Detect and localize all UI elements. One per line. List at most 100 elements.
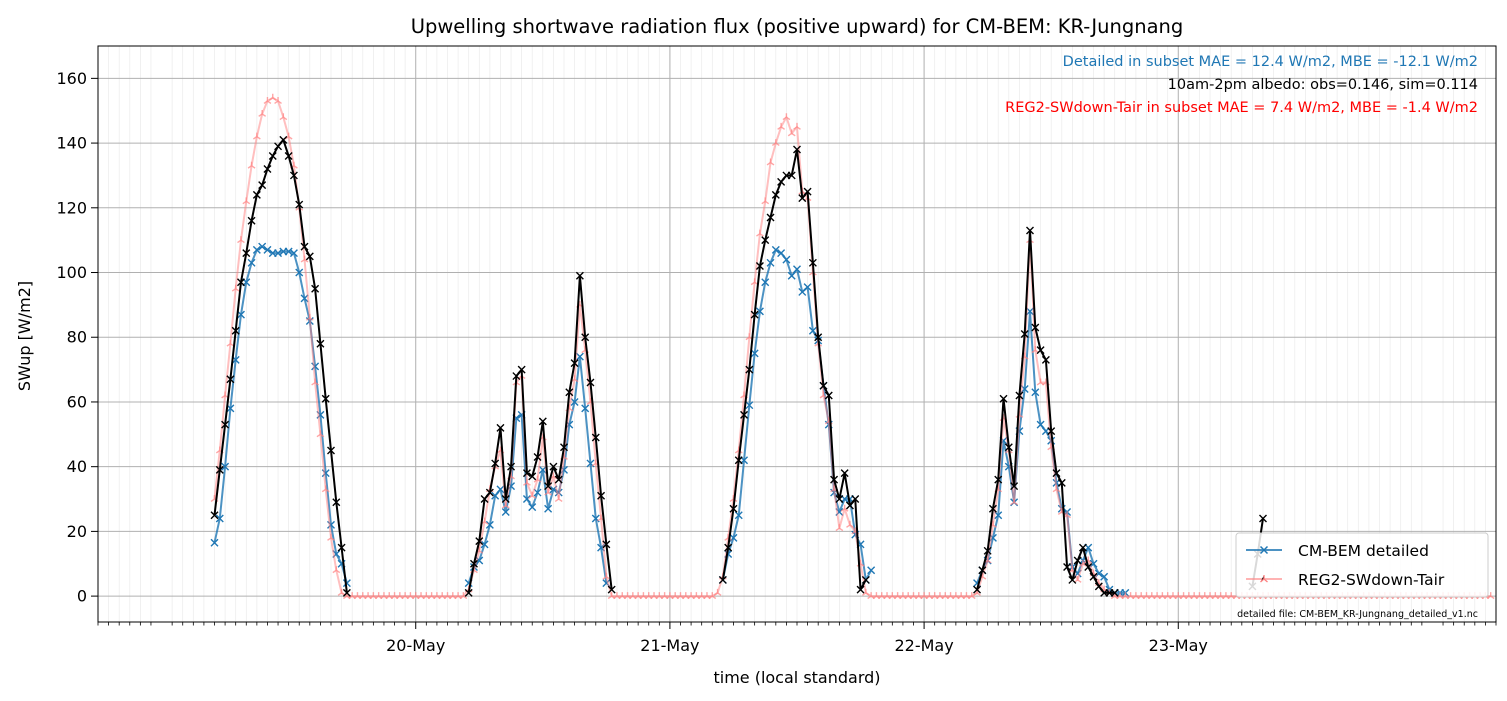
- data-point: [824, 391, 833, 400]
- data-point: [289, 171, 298, 180]
- data-point: [793, 122, 801, 130]
- data-point: [978, 566, 987, 575]
- data-point: [793, 145, 801, 154]
- data-point: [777, 122, 785, 130]
- footnote: detailed file: CM-BEM_KR-Jungnang_detail…: [1237, 609, 1478, 620]
- data-point: [221, 462, 230, 471]
- data-point: [247, 216, 256, 225]
- y-tick-label: 160: [56, 69, 87, 88]
- data-point: [279, 135, 288, 144]
- data-point: [1031, 388, 1040, 397]
- data-point: [522, 495, 531, 504]
- data-point: [316, 430, 325, 438]
- legend-marker-cmbem: [1259, 545, 1269, 555]
- data-point: [1084, 562, 1093, 571]
- data-point: [311, 378, 319, 386]
- data-point: [1026, 226, 1034, 235]
- data-point: [851, 495, 860, 504]
- data-point: [750, 349, 759, 358]
- data-point: [480, 540, 489, 549]
- data-point: [221, 420, 230, 429]
- data-point: [570, 359, 579, 368]
- y-axis-label: SWup [W/m2]: [15, 281, 34, 391]
- y-axis: 0 20 40 60 80 100 120 140 160: [56, 69, 98, 606]
- data-point: [284, 132, 293, 140]
- data-point: [469, 559, 478, 568]
- data-point: [337, 543, 346, 552]
- data-point: [501, 495, 510, 504]
- data-point: [1110, 588, 1119, 597]
- data-point: [1004, 443, 1013, 452]
- data-point: [242, 197, 251, 205]
- data-point: [983, 546, 992, 555]
- data-point: [734, 456, 743, 465]
- data-point: [544, 504, 553, 513]
- data-point: [284, 152, 293, 161]
- data-point: [708, 592, 717, 600]
- data-point: [554, 475, 563, 484]
- data-point: [485, 488, 494, 497]
- x-tick-label: 23-May: [1149, 636, 1208, 655]
- data-point: [756, 229, 764, 237]
- data-point: [718, 575, 727, 584]
- data-point: [258, 242, 267, 251]
- data-point: [713, 588, 722, 596]
- data-point: [814, 333, 823, 342]
- data-point: [1052, 469, 1061, 478]
- data-point: [1100, 572, 1109, 581]
- data-point: [1052, 485, 1061, 493]
- legend-marker-reg2: [1260, 575, 1268, 583]
- data-point: [967, 592, 976, 600]
- y-tick-label: 80: [67, 328, 87, 347]
- data-point: [279, 113, 288, 121]
- data-point: [321, 394, 330, 403]
- data-point: [533, 475, 542, 483]
- data-point: [274, 97, 282, 104]
- y-tick-label: 40: [67, 457, 87, 476]
- data-point: [231, 284, 240, 292]
- data-point: [777, 177, 786, 186]
- y-tick-label: 0: [77, 587, 87, 606]
- data-point: [1486, 592, 1495, 600]
- data-point: [327, 533, 335, 541]
- data-point: [210, 511, 219, 520]
- x-tick-label: 21-May: [640, 636, 699, 655]
- data-point: [268, 152, 277, 161]
- data-point: [263, 97, 272, 104]
- data-point: [771, 139, 780, 147]
- series-layer: [210, 93, 1495, 600]
- data-point: [1094, 582, 1103, 591]
- data-point: [835, 524, 844, 532]
- data-point: [263, 245, 272, 254]
- data-point: [734, 511, 743, 520]
- data-point: [236, 278, 245, 287]
- legend: CM-BEM detailed REG2-SWdown-Tair: [1235, 532, 1489, 598]
- legend-label-cmbem: CM-BEM detailed: [1298, 542, 1429, 560]
- data-point: [1063, 562, 1072, 571]
- data-point: [777, 249, 786, 258]
- data-point: [342, 588, 351, 597]
- data-point: [289, 249, 298, 258]
- data-point: [1010, 482, 1019, 491]
- data-point: [867, 566, 876, 575]
- data-point: [305, 252, 314, 261]
- y-tick-label: 20: [67, 522, 87, 541]
- data-point: [327, 446, 335, 455]
- data-point: [575, 352, 584, 361]
- data-point: [274, 142, 283, 151]
- data-point: [464, 588, 473, 597]
- data-point: [565, 388, 574, 397]
- data-point: [480, 495, 489, 504]
- data-point: [226, 375, 235, 384]
- data-point: [575, 271, 584, 280]
- data-point: [755, 307, 764, 316]
- data-point: [808, 326, 817, 335]
- data-point: [755, 262, 764, 271]
- data-point: [973, 585, 982, 594]
- data-point: [242, 249, 251, 258]
- data-point: [581, 333, 590, 342]
- data-point: [787, 171, 796, 180]
- data-point: [1047, 427, 1056, 436]
- data-point: [268, 93, 277, 101]
